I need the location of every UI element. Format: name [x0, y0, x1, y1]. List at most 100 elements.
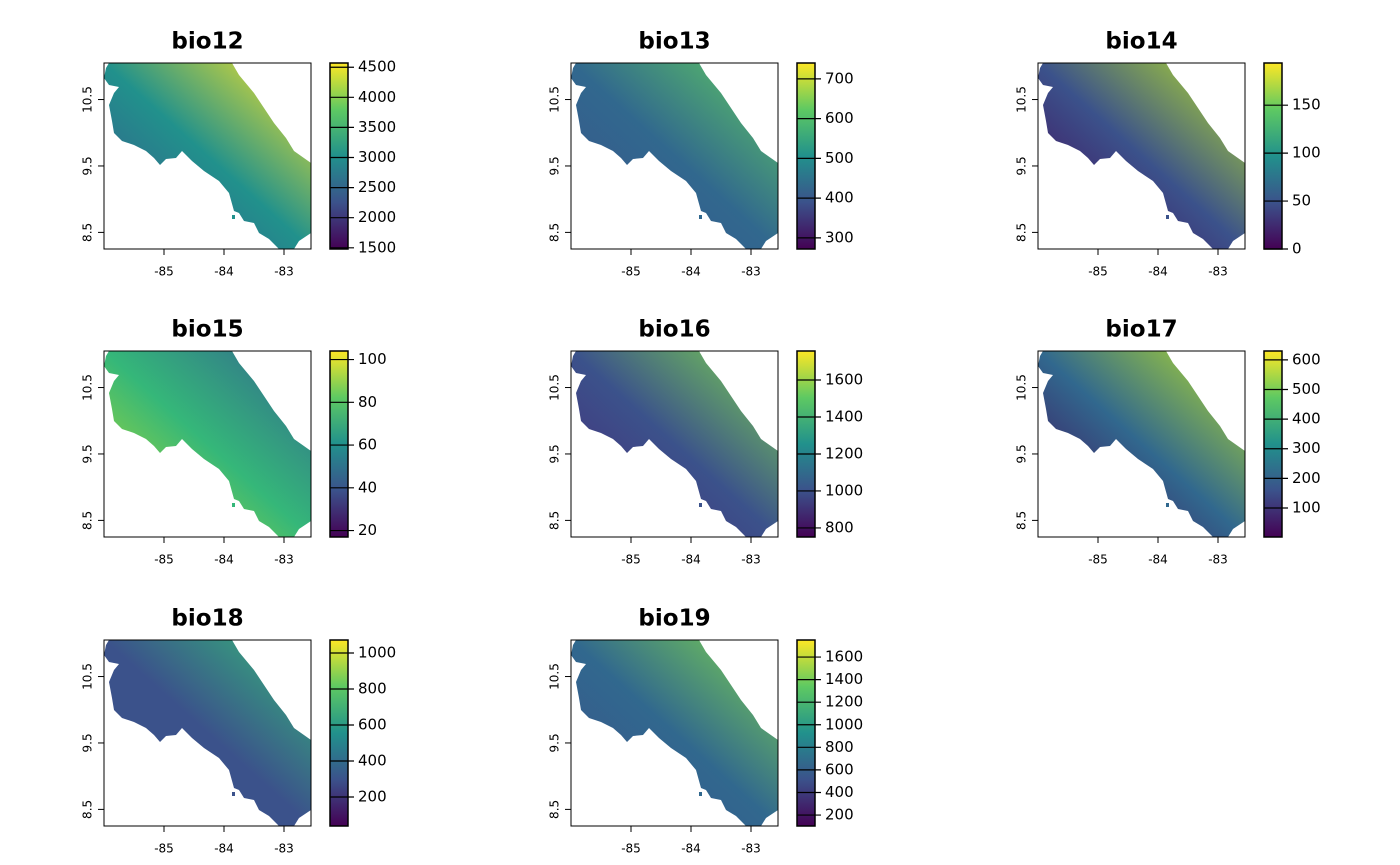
panel-frame: [1037, 62, 1246, 250]
x-tick-label: -83: [274, 842, 294, 856]
raster-island: [1166, 503, 1169, 507]
colorbar-label: 3500: [358, 118, 396, 136]
colorbar-label: 1500: [358, 238, 396, 256]
y-tick-label: 8.5: [548, 223, 562, 242]
raster-area: [571, 63, 778, 249]
colorbar: [796, 639, 816, 827]
x-tick-label: -84: [681, 842, 701, 856]
raster-area: [104, 640, 311, 826]
x-tick-label: -83: [1208, 265, 1228, 279]
colorbar: [796, 62, 816, 250]
raster-island: [232, 215, 235, 219]
raster-island: [1166, 215, 1169, 219]
colorbar-label: 1000: [825, 481, 863, 499]
panel-title: bio17: [1105, 317, 1177, 343]
colorbar-label: 50: [1292, 192, 1311, 210]
colorbar-label: 2500: [358, 178, 396, 196]
colorbar-label: 100: [1292, 144, 1321, 162]
x-tick-label: -84: [214, 265, 234, 279]
colorbar-label: 600: [1292, 350, 1321, 368]
x-tick-label: -83: [741, 553, 761, 567]
y-tick-label: 10.5: [81, 374, 95, 401]
colorbar-label: 200: [1292, 469, 1321, 487]
panel-title: bio14: [1105, 29, 1177, 55]
colorbar: [1263, 350, 1283, 538]
colorbar-label: 600: [825, 760, 854, 778]
colorbar-label: 800: [825, 518, 854, 536]
colorbar: [329, 350, 349, 538]
y-tick-label: 9.5: [1015, 156, 1029, 175]
raster-island: [232, 503, 235, 507]
y-tick-label: 8.5: [548, 511, 562, 530]
colorbar-label: 1600: [825, 371, 863, 389]
colorbar-label: 1400: [825, 670, 863, 688]
x-tick-label: -83: [1208, 553, 1228, 567]
raster-area: [571, 640, 778, 826]
y-tick-label: 10.5: [81, 86, 95, 113]
raster-area: [104, 351, 311, 537]
colorbar-label: 150: [1292, 96, 1321, 114]
panel-frame: [103, 62, 312, 250]
map-panel: bio19 -85 -84 -83 8.5 9.5 10.5 200 400 600 800 1000…: [548, 606, 864, 856]
colorbar-label: 100: [358, 350, 387, 368]
x-tick-label: -85: [1088, 553, 1108, 567]
y-tick-label: 8.5: [548, 800, 562, 819]
colorbar-label: 1400: [825, 408, 863, 426]
colorbar-label: 600: [358, 715, 387, 733]
panel-frame: [570, 350, 779, 538]
colorbar-label: 20: [358, 521, 377, 539]
x-tick-label: -84: [214, 842, 234, 856]
colorbar-label: 200: [825, 806, 854, 824]
colorbar-label: 60: [358, 436, 377, 454]
colorbar-label: 3000: [358, 148, 396, 166]
map-panel: bio14 -85 -84 -83 8.5 9.5 10.5 0 50 100 150: [1015, 29, 1321, 279]
y-tick-label: 10.5: [548, 86, 562, 113]
panel-frame: [103, 639, 312, 827]
colorbar-label: 500: [825, 149, 854, 167]
y-tick-label: 10.5: [81, 663, 95, 690]
x-tick-label: -83: [274, 553, 294, 567]
raster-island: [699, 503, 702, 507]
y-tick-label: 9.5: [548, 733, 562, 752]
colorbar-label: 400: [825, 189, 854, 207]
map-panel: bio17 -85 -84 -83 8.5 9.5 10.5 100 200 300 400 500 6…: [1015, 317, 1321, 567]
colorbar-label: 800: [825, 738, 854, 756]
map-panel: bio13 -85 -84 -83 8.5 9.5 10.5 300 400 500 600 700: [548, 29, 854, 279]
raster-area: [1038, 351, 1245, 537]
x-tick-label: -84: [1148, 265, 1168, 279]
colorbar: [329, 639, 349, 827]
y-tick-label: 8.5: [81, 800, 95, 819]
colorbar-label: 700: [825, 69, 854, 87]
colorbar-label: 1000: [825, 715, 863, 733]
x-tick-label: -85: [154, 265, 174, 279]
x-tick-label: -85: [621, 265, 641, 279]
colorbar-label: 500: [1292, 380, 1321, 398]
raster-area: [1038, 63, 1245, 249]
y-tick-label: 8.5: [81, 223, 95, 242]
y-tick-label: 9.5: [548, 444, 562, 463]
panel-title: bio16: [638, 317, 710, 343]
panel-frame: [570, 62, 779, 250]
y-tick-label: 10.5: [1015, 374, 1029, 401]
colorbar: [1263, 62, 1283, 250]
raster-area: [571, 351, 778, 537]
y-tick-label: 10.5: [548, 663, 562, 690]
y-tick-label: 9.5: [1015, 444, 1029, 463]
colorbar-label: 200: [358, 788, 387, 806]
y-tick-label: 8.5: [81, 511, 95, 530]
colorbar-label: 400: [358, 751, 387, 769]
colorbar-label: 1200: [825, 693, 863, 711]
panel-title: bio18: [171, 606, 243, 632]
x-tick-label: -85: [1088, 265, 1108, 279]
raster-area: [104, 63, 311, 249]
raster-island: [232, 792, 235, 796]
y-tick-label: 9.5: [81, 156, 95, 175]
x-tick-label: -84: [214, 553, 234, 567]
map-panel: bio15 -85 -84 -83 8.5 9.5 10.5 20 40 60 80 100: [81, 317, 387, 567]
x-tick-label: -85: [154, 842, 174, 856]
colorbar-label: 800: [358, 679, 387, 697]
y-tick-label: 9.5: [81, 444, 95, 463]
colorbar-label: 1600: [825, 648, 863, 666]
map-panel: bio16 -85 -84 -83 8.5 9.5 10.5 800 1000 1200 1400 1…: [548, 317, 864, 567]
